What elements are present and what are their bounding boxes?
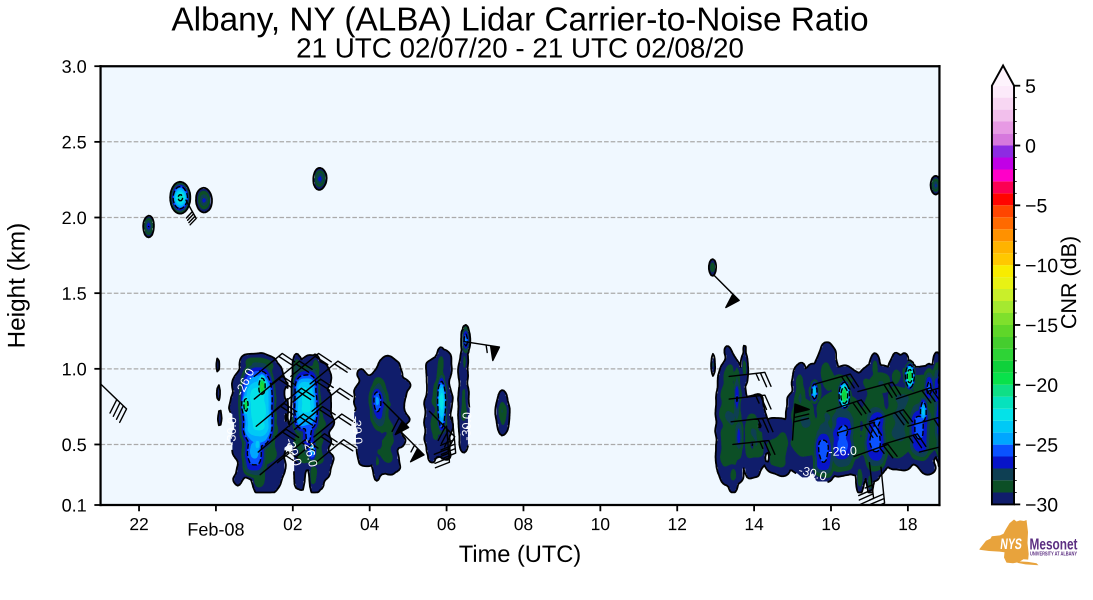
svg-text:Mesonet: Mesonet xyxy=(1030,536,1078,553)
svg-text:UNIVERSITY AT ALBANY: UNIVERSITY AT ALBANY xyxy=(1030,551,1077,557)
svg-text:NYS: NYS xyxy=(999,536,1022,553)
